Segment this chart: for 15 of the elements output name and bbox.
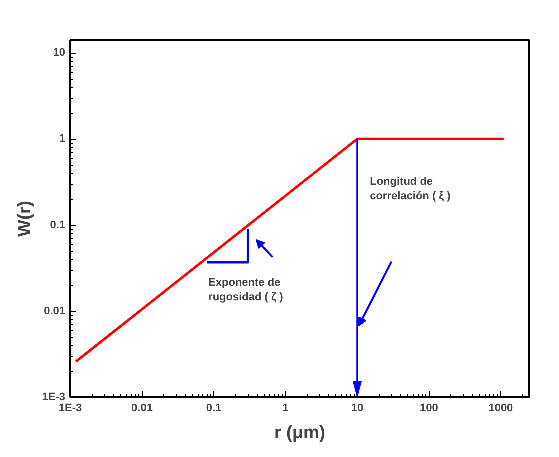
- annotation: Longitud de correlación ( ξ ): [370, 176, 452, 203]
- x-axis-title: r (μm): [274, 422, 326, 442]
- x-tick-label: 100: [420, 402, 438, 414]
- x-tick-label: 1: [282, 402, 289, 414]
- annotation: Exponente de rugosidad ( ζ ): [208, 277, 284, 304]
- x-tick-label: 1000: [488, 402, 514, 414]
- y-tick-label: 1: [59, 133, 66, 146]
- y-tick-label: 1E-3: [42, 392, 66, 404]
- x-tick-label: 0.01: [132, 402, 153, 414]
- y-tick-label: 10: [53, 47, 66, 60]
- x-tick-label: 0.1: [206, 402, 222, 414]
- y-tick-label: 0.01: [44, 305, 66, 318]
- y-axis-title: W(r): [14, 201, 34, 237]
- x-tick-label: 10: [351, 402, 364, 414]
- y-tick-label: 0.1: [50, 219, 66, 232]
